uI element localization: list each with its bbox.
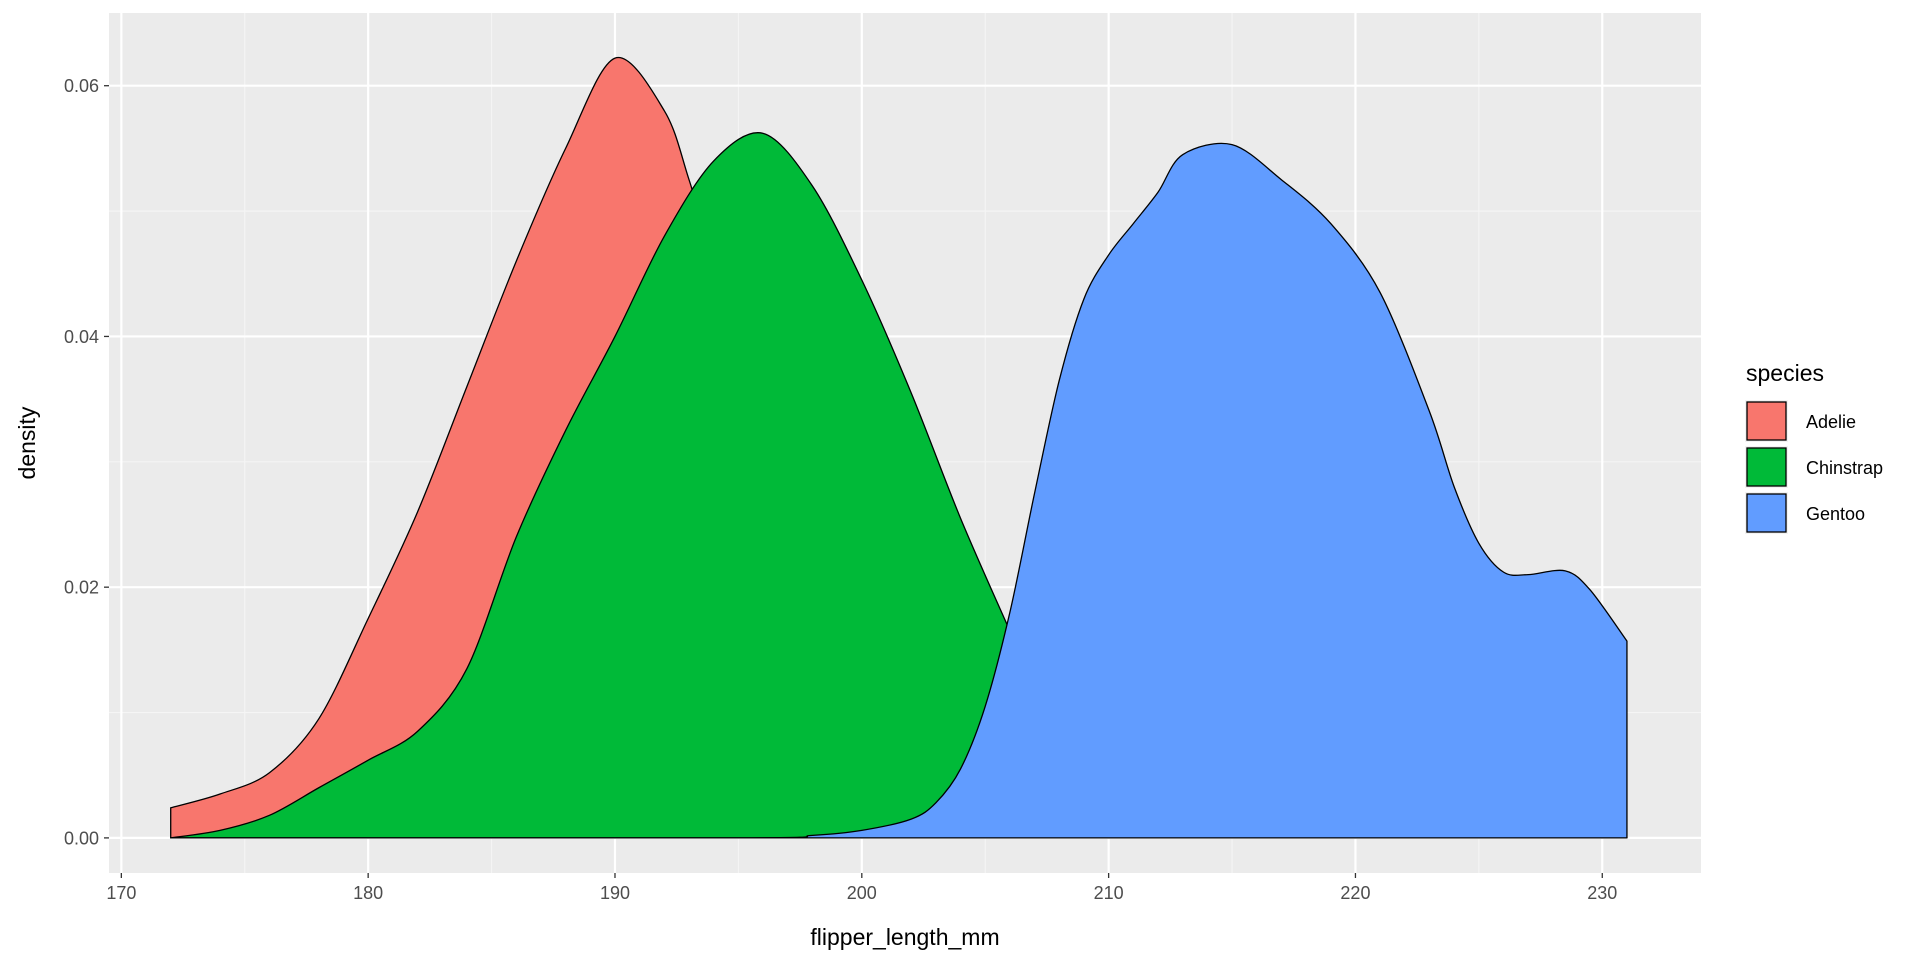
x-axis-title: flipper_length_mm bbox=[810, 924, 999, 950]
legend-swatch-gentoo bbox=[1746, 493, 1787, 533]
x-tick-label: 220 bbox=[1340, 883, 1370, 903]
legend-swatch-adelie bbox=[1746, 401, 1787, 441]
y-tick-label: 0.06 bbox=[64, 76, 99, 96]
x-tick-label: 190 bbox=[600, 883, 630, 903]
x-tick-label: 230 bbox=[1587, 883, 1617, 903]
legend-label-gentoo: Gentoo bbox=[1806, 504, 1865, 524]
legend: species Adelie Chinstrap Gentoo bbox=[1745, 360, 1883, 534]
y-axis-title: density bbox=[14, 406, 40, 479]
x-tick-label: 170 bbox=[106, 883, 136, 903]
legend-title: species bbox=[1746, 360, 1824, 386]
y-tick-label: 0.04 bbox=[64, 327, 99, 347]
legend-swatch-chinstrap bbox=[1746, 447, 1787, 487]
x-tick-label: 210 bbox=[1094, 883, 1124, 903]
y-axis: 0.00 0.02 0.04 0.06 bbox=[64, 76, 109, 848]
legend-label-adelie: Adelie bbox=[1806, 412, 1856, 432]
y-tick-label: 0.00 bbox=[64, 828, 99, 848]
density-areas bbox=[170, 56, 1628, 839]
y-tick-label: 0.02 bbox=[64, 578, 99, 598]
density-area-gentoo bbox=[170, 142, 1628, 839]
x-tick-label: 200 bbox=[847, 883, 877, 903]
legend-label-chinstrap: Chinstrap bbox=[1806, 458, 1883, 478]
x-axis: 170 180 190 200 210 220 230 bbox=[106, 873, 1617, 903]
x-tick-label: 180 bbox=[353, 883, 383, 903]
